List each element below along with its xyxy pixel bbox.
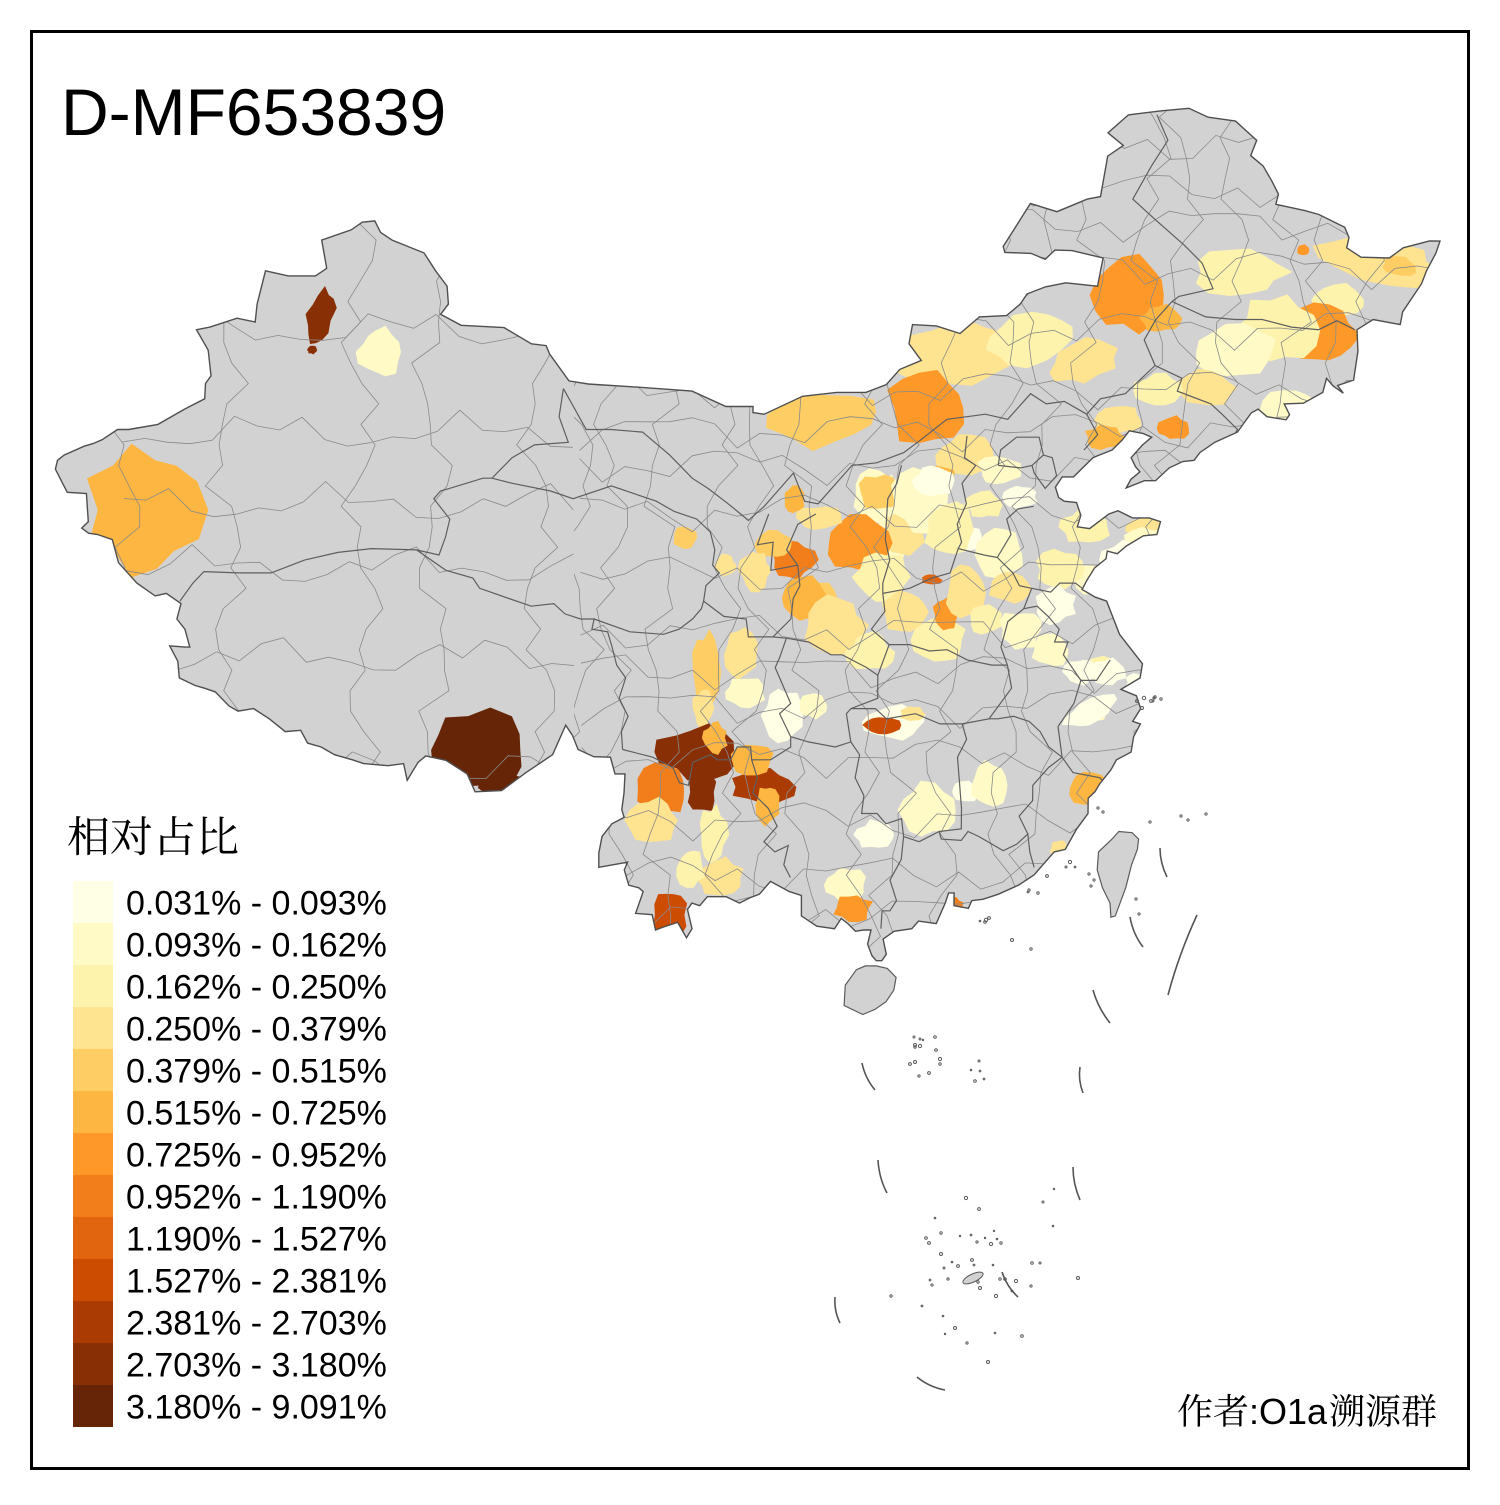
svg-text:0.093% - 0.162%: 0.093% - 0.162% [126, 927, 387, 965]
svg-text:D-MF653839: D-MF653839 [61, 75, 446, 149]
svg-text::O1a: :O1a [1249, 1391, 1328, 1432]
svg-text:0.725% - 0.952%: 0.725% - 0.952% [126, 1137, 387, 1175]
svg-text:0.515% - 0.725%: 0.515% - 0.725% [126, 1095, 387, 1133]
svg-text:0.031% - 0.093%: 0.031% - 0.093% [126, 885, 387, 923]
svg-text:0.952% - 1.190%: 0.952% - 1.190% [126, 1179, 387, 1217]
svg-text:3.180% - 9.091%: 3.180% - 9.091% [126, 1389, 387, 1427]
svg-text:2.381% - 2.703%: 2.381% - 2.703% [126, 1305, 387, 1343]
svg-text:1.527% - 2.381%: 1.527% - 2.381% [126, 1263, 387, 1301]
svg-text:0.379% - 0.515%: 0.379% - 0.515% [126, 1053, 387, 1091]
svg-text:2.703% - 3.180%: 2.703% - 3.180% [126, 1347, 387, 1385]
svg-text:0.250% - 0.379%: 0.250% - 0.379% [126, 1011, 387, 1049]
svg-text:1.190% - 1.527%: 1.190% - 1.527% [126, 1221, 387, 1259]
svg-text:0.162% - 0.250%: 0.162% - 0.250% [126, 969, 387, 1007]
